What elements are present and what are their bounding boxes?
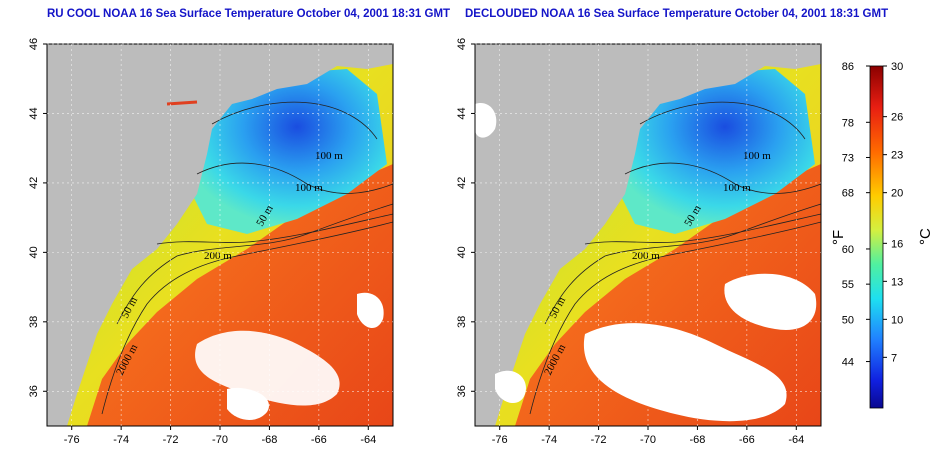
land-mask	[47, 44, 393, 426]
y-tick-label: 42	[456, 177, 468, 189]
contour-line	[529, 221, 822, 415]
y-tick-label: 46	[456, 38, 468, 50]
x-tick-label: -70	[640, 434, 656, 446]
y-tick-label: 44	[456, 107, 468, 119]
cloud-patch	[195, 330, 340, 406]
cloud-patch	[583, 323, 787, 422]
contour-line	[544, 203, 822, 325]
x-tick-label: -68	[689, 434, 705, 446]
axes-layer: -76 -74 -72 -70 -68 -66 -64 36 38 40 42 44 46 -76 -74 -…	[28, 38, 821, 446]
contour-label: 200 m	[204, 250, 232, 262]
contour-label: 200 m	[632, 250, 660, 262]
contour-label: 100 m	[315, 150, 343, 162]
fahrenheit-tick-label: 60	[842, 244, 854, 256]
celsius-unit-label: °C	[917, 228, 934, 245]
land-mask	[475, 44, 821, 426]
celsius-tick-label: 16	[891, 238, 903, 250]
y-tick-label: 38	[456, 316, 468, 328]
colorbar-gradient	[869, 65, 884, 409]
fahrenheit-unit-label: °F	[830, 230, 847, 245]
contour-line	[211, 101, 378, 140]
contour-line	[624, 162, 822, 194]
x-tick-label: -70	[212, 434, 228, 446]
x-tick-label: -76	[492, 434, 508, 446]
celsius-tick-label: 10	[891, 314, 903, 326]
y-tick-label: 44	[28, 107, 40, 119]
contour-line	[116, 203, 394, 325]
celsius-tick-label: 7	[891, 352, 897, 364]
fahrenheit-tick-label: 78	[842, 117, 854, 129]
contour-line	[584, 213, 822, 245]
fahrenheit-tick-label: 68	[842, 188, 854, 200]
y-tick-label: 46	[28, 38, 40, 50]
celsius-tick-label: 23	[891, 150, 903, 162]
contour-line	[156, 213, 394, 245]
fahrenheit-tick-label: 73	[842, 152, 854, 164]
x-tick-label: -72	[591, 434, 607, 446]
x-tick-label: -66	[311, 434, 327, 446]
shoreline-artifact	[166, 100, 198, 106]
y-tick-label: 40	[456, 246, 468, 258]
x-tick-label: -76	[64, 434, 80, 446]
colorbar-ticks: 86 78 73 68 60 55 50 44 30 26 23 20 16 13 10 7	[842, 61, 904, 369]
x-tick-label: -68	[261, 434, 277, 446]
contour-label: 100 m	[743, 150, 771, 162]
x-tick-label: -74	[113, 434, 129, 446]
y-tick-label: 42	[28, 177, 40, 189]
celsius-tick-label: 26	[891, 112, 903, 124]
contour-line	[196, 162, 394, 194]
fahrenheit-tick-label: 50	[842, 314, 854, 326]
fahrenheit-tick-label: 55	[842, 279, 854, 291]
colorbar: 86 78 73 68 60 55 50 44 30 26 23 20 16 13 10 7 °F °C	[830, 61, 934, 409]
cloud-patch	[227, 387, 269, 420]
contour-line	[639, 101, 806, 140]
celsius-tick-label: 30	[891, 61, 903, 73]
cloud-patch	[495, 370, 526, 404]
panel-title-left: RU COOL NOAA 16 Sea Surface Temperature …	[47, 8, 451, 20]
y-tick-label: 36	[456, 385, 468, 397]
cloud-patch	[475, 103, 497, 138]
fahrenheit-tick-label: 86	[842, 61, 854, 73]
x-tick-label: -74	[541, 434, 557, 446]
y-tick-label: 36	[28, 385, 40, 397]
contour-line	[101, 221, 394, 415]
y-tick-label: 40	[28, 246, 40, 258]
y-tick-label: 38	[28, 316, 40, 328]
celsius-tick-label: 20	[891, 188, 903, 200]
contour-label: 100 m	[723, 182, 751, 194]
cloud-patch	[724, 273, 817, 330]
x-tick-label: -72	[163, 434, 179, 446]
cloud-patch	[357, 292, 384, 329]
fahrenheit-tick-label: 44	[842, 357, 854, 369]
x-tick-label: -66	[739, 434, 755, 446]
x-tick-label: -64	[360, 434, 376, 446]
celsius-tick-label: 13	[891, 276, 903, 288]
panel-title-right: DECLOUDED NOAA 16 Sea Surface Temperatur…	[465, 8, 889, 20]
contour-label: 100 m	[295, 182, 323, 194]
x-tick-label: -64	[788, 434, 804, 446]
